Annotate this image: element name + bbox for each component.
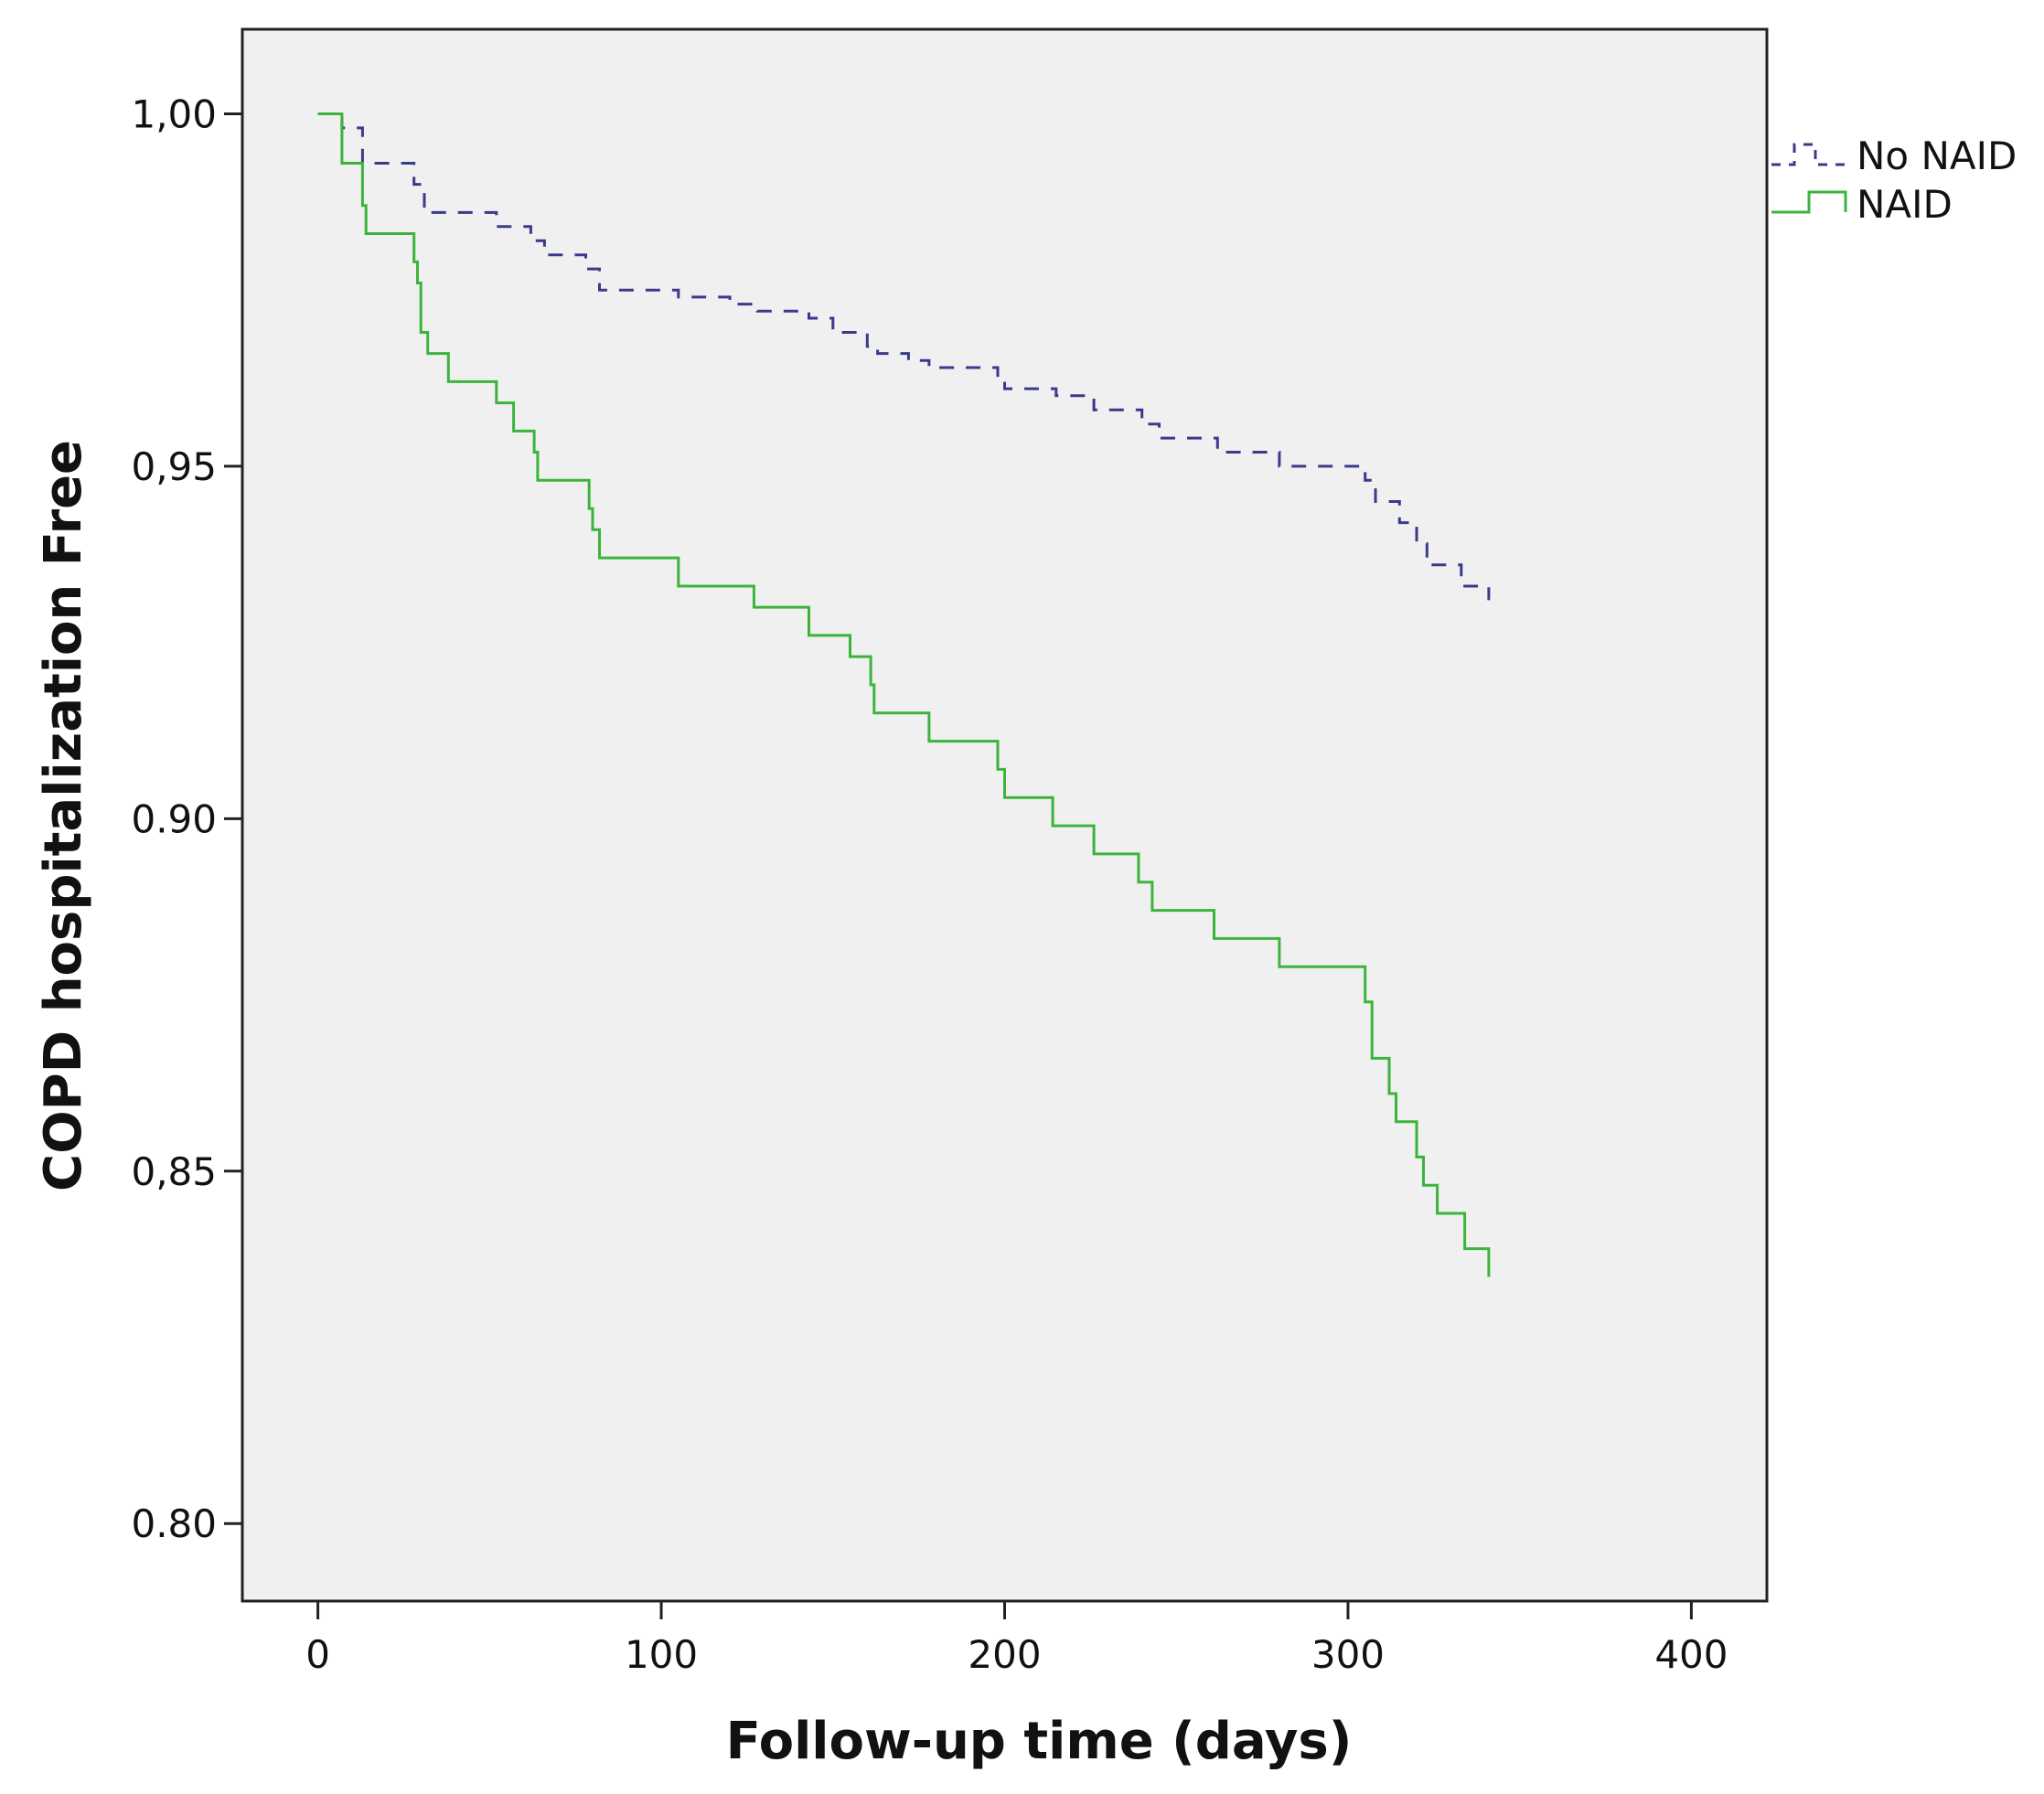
plot-background — [241, 27, 1769, 1603]
y-tick-label: 0.80 — [131, 1501, 217, 1546]
y-tick-label: 0.90 — [131, 796, 217, 841]
series-line-no-naid — [317, 112, 1491, 601]
series-layer — [317, 112, 1491, 1277]
y-tick-label: 0,85 — [131, 1149, 217, 1194]
series-line-naid — [317, 112, 1491, 1277]
legend-swatch-no-naid — [1771, 143, 1845, 166]
x-axis-title: Follow-up time (days) — [726, 1712, 1353, 1771]
x-tick-label: 0 — [305, 1632, 330, 1677]
x-tick-label: 200 — [968, 1632, 1041, 1677]
x-tick-label: 400 — [1654, 1632, 1728, 1677]
y-tick-label: 0,95 — [131, 444, 217, 489]
legend: No NAID NAID — [1771, 133, 2017, 227]
x-tick-label: 300 — [1311, 1632, 1385, 1677]
legend-item-naid: NAID — [1771, 182, 1953, 227]
legend-swatch-naid — [1771, 190, 1847, 214]
legend-item-no-naid: No NAID — [1771, 133, 2017, 178]
y-axis: 1,00 0,95 0.90 0,85 0.80 — [131, 92, 242, 1546]
legend-label-naid: NAID — [1857, 182, 1953, 227]
y-tick-label: 1,00 — [131, 92, 217, 137]
x-axis: 0 100 200 300 400 — [305, 1601, 1728, 1677]
legend-label-no-naid: No NAID — [1857, 133, 2017, 178]
x-tick-label: 100 — [625, 1632, 698, 1677]
y-axis-title: COPD hospitalization Free — [34, 440, 93, 1191]
